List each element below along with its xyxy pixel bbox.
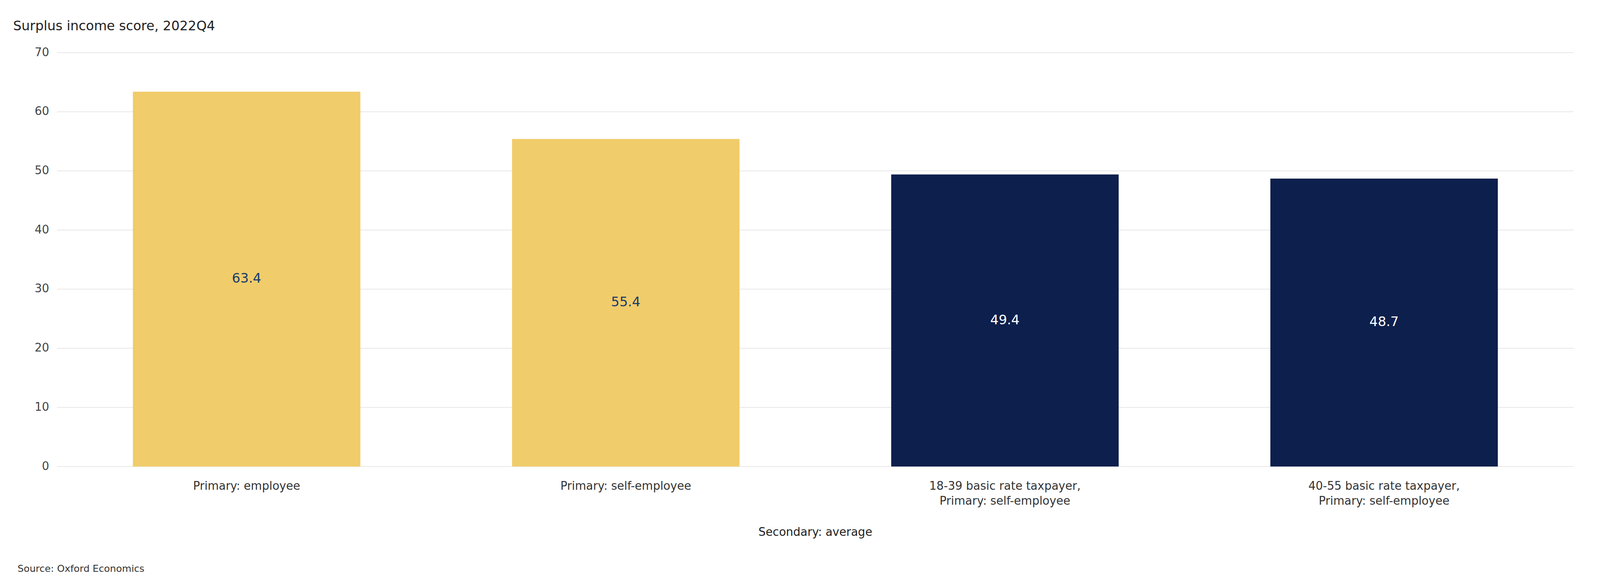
y-tick-label: 60 (34, 104, 50, 118)
grid (57, 52, 1574, 467)
grid-line (57, 52, 1574, 54)
y-tick-label: 0 (41, 459, 50, 473)
y-tick-label: 40 (34, 222, 50, 237)
x-tick-label: 18-39 basic rate taxpayer,Primary: self-… (929, 479, 1081, 508)
y-axis: 0 10 20 30 40 50 60 70 (34, 45, 50, 473)
x-tick-label: 40-55 basic rate taxpayer,Primary: self-… (1308, 479, 1461, 508)
x-tick-label-line: Primary: self-employee (939, 494, 1071, 508)
x-tick-label-line: Primary: self-employee (560, 479, 692, 493)
data-label: 49.4 (990, 312, 1020, 328)
data-labels: 63.4 55.4 49.4 48.7 (232, 270, 1400, 330)
bar (512, 139, 740, 467)
x-tick-label: Primary: self-employee (560, 479, 692, 493)
y-tick-label: 20 (34, 340, 50, 355)
y-tick-label: 50 (34, 163, 50, 177)
bar (891, 174, 1119, 467)
bar (1270, 178, 1498, 467)
x-tick-label-line: 40-55 basic rate taxpayer, (1308, 479, 1461, 493)
x-tick-label-line: Primary: employee (193, 479, 301, 493)
title: Surplus income score, 2022Q4 (13, 17, 216, 34)
y-tick-label: 30 (34, 281, 50, 295)
data-label: 48.7 (1369, 313, 1400, 330)
x-tick-label: Primary: employee (193, 479, 301, 493)
chart: Surplus income score, 2022Q4 0 10 20 30 40 50 6… (0, 0, 1600, 585)
source-note: Source: Oxford Economics (17, 563, 145, 574)
bar (132, 91, 361, 467)
x-tick-label-line: 18-39 basic rate taxpayer, (929, 479, 1081, 493)
bars (132, 91, 1498, 467)
data-label: 55.4 (611, 294, 641, 310)
y-tick-label: 70 (34, 45, 50, 59)
x-tick-label-line: Primary: self-employee (1318, 494, 1450, 508)
y-tick-label: 10 (34, 400, 50, 414)
x-axis-label: Secondary: average (758, 525, 872, 539)
data-label: 63.4 (232, 270, 262, 286)
x-axis: Primary: employeePrimary: self-employee1… (193, 479, 1460, 508)
